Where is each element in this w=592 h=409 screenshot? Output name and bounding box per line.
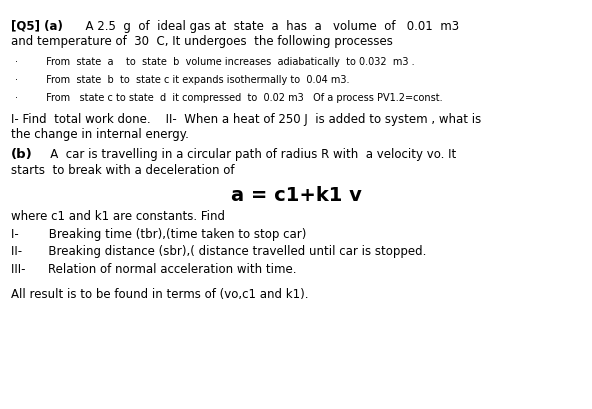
- Text: A 2.5  g  of  ideal gas at  state  a  has  a   volume  of   0.01  m3: A 2.5 g of ideal gas at state a has a vo…: [78, 20, 459, 33]
- Text: a = c1+k1 v: a = c1+k1 v: [230, 185, 362, 204]
- Text: III-      Relation of normal acceleration with time.: III- Relation of normal acceleration wit…: [11, 262, 296, 275]
- Text: II-       Breaking distance (sbr),( distance travelled until car is stopped.: II- Breaking distance (sbr),( distance t…: [11, 245, 426, 258]
- Text: ·         From  state  a    to  state  b  volume increases  adiabatically  to 0.: · From state a to state b volume increas…: [15, 56, 414, 66]
- Text: I- Find  total work done.    II-  When a heat of 250 J  is added to system , wha: I- Find total work done. II- When a heat…: [11, 113, 481, 126]
- Text: where c1 and k1 are constants. Find: where c1 and k1 are constants. Find: [11, 209, 224, 222]
- Text: ·         From  state  b  to  state c it expands isothermally to  0.04 m3.: · From state b to state c it expands iso…: [15, 74, 349, 84]
- Text: All result is to be found in terms of (vo,c1 and k1).: All result is to be found in terms of (v…: [11, 287, 308, 300]
- Text: starts  to break with a deceleration of: starts to break with a deceleration of: [11, 164, 234, 177]
- Text: the change in internal energy.: the change in internal energy.: [11, 128, 188, 141]
- Text: (b): (b): [11, 148, 33, 161]
- Text: A  car is travelling in a circular path of radius R with  a velocity vo. It: A car is travelling in a circular path o…: [38, 148, 456, 161]
- Text: [Q5] (a): [Q5] (a): [11, 20, 63, 33]
- Text: I-        Breaking time (tbr),(time taken to stop car): I- Breaking time (tbr),(time taken to st…: [11, 227, 306, 240]
- Text: and temperature of  30  C, It undergoes  the following processes: and temperature of 30 C, It undergoes th…: [11, 35, 392, 48]
- Text: ·         From   state c to state  d  it compressed  to  0.02 m3   Of a process : · From state c to state d it compressed …: [15, 92, 442, 102]
